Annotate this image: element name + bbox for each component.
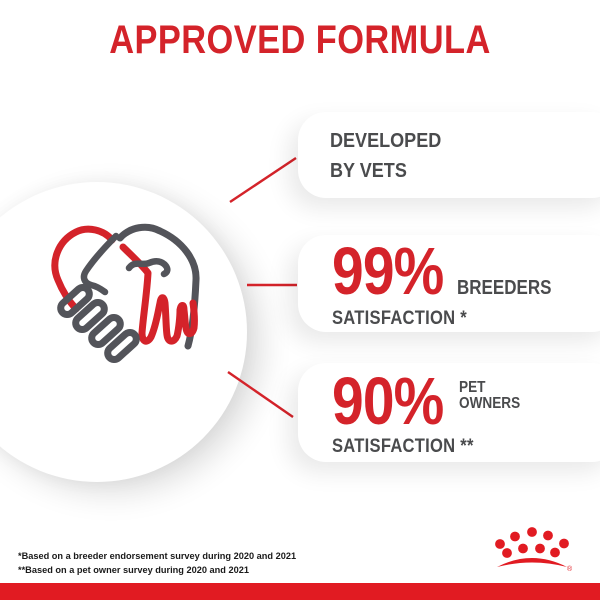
gray-knuckle-4 bbox=[104, 328, 140, 364]
owners-stat-label: PET OWNERS bbox=[459, 380, 520, 412]
crown-dot bbox=[502, 548, 512, 558]
callout-breeders-satisfaction: 99% BREEDERS SATISFACTION * bbox=[298, 235, 600, 332]
gray-knuckle-1 bbox=[57, 283, 93, 319]
red-hand-fingers bbox=[119, 243, 198, 345]
breeders-stat-sub: SATISFACTION * bbox=[332, 307, 467, 329]
crown-dot bbox=[559, 538, 569, 549]
owners-label-line-2: OWNERS bbox=[459, 395, 521, 412]
vets-line-1: DEVELOPED bbox=[330, 129, 442, 152]
callout-pet-owners-satisfaction: 90% PET OWNERS SATISFACTION ** bbox=[298, 363, 600, 462]
crown-dot bbox=[535, 543, 545, 554]
crown-band bbox=[497, 558, 567, 567]
vets-line-2: BY VETS bbox=[330, 159, 407, 182]
handshake-heart-icon bbox=[51, 223, 200, 364]
heart-left-lobe bbox=[51, 225, 116, 313]
footnotes: *Based on a breeder endorsement survey d… bbox=[18, 550, 296, 578]
owners-stat-value: 90% bbox=[332, 364, 444, 439]
gray-thumb-squiggle bbox=[125, 258, 171, 278]
owners-stat-sub: SATISFACTION ** bbox=[332, 435, 474, 458]
registered-mark: ® bbox=[567, 565, 573, 573]
breeders-stat-value: 99% bbox=[332, 234, 444, 309]
breeders-stat-label: BREEDERS bbox=[457, 277, 552, 299]
callout-developed-by-vets: DEVELOPED BY VETS bbox=[298, 112, 600, 198]
footnote-breeder-survey: *Based on a breeder endorsement survey d… bbox=[18, 551, 297, 562]
gray-hand-edge bbox=[80, 232, 120, 296]
royal-canin-crown-logo-icon: ® bbox=[495, 527, 573, 573]
crown-dot bbox=[495, 539, 505, 549]
footnote-pet-owner-survey: **Based on a pet owner survey during 202… bbox=[18, 565, 249, 576]
vets-text: DEVELOPED BY VETS bbox=[330, 126, 585, 186]
crown-dot bbox=[550, 547, 560, 558]
gray-knuckle-3 bbox=[88, 313, 124, 349]
gray-knuckle-2 bbox=[72, 298, 108, 334]
crown-dot bbox=[543, 530, 553, 541]
owners-label-line-1: PET bbox=[459, 379, 486, 396]
bottom-red-bar bbox=[0, 583, 600, 600]
crown-dot bbox=[518, 543, 528, 554]
crown-dot bbox=[527, 527, 537, 537]
page-title: APPROVED FORMULA bbox=[109, 18, 491, 62]
crown-dot bbox=[510, 531, 520, 542]
connector-line-vets bbox=[229, 157, 297, 203]
